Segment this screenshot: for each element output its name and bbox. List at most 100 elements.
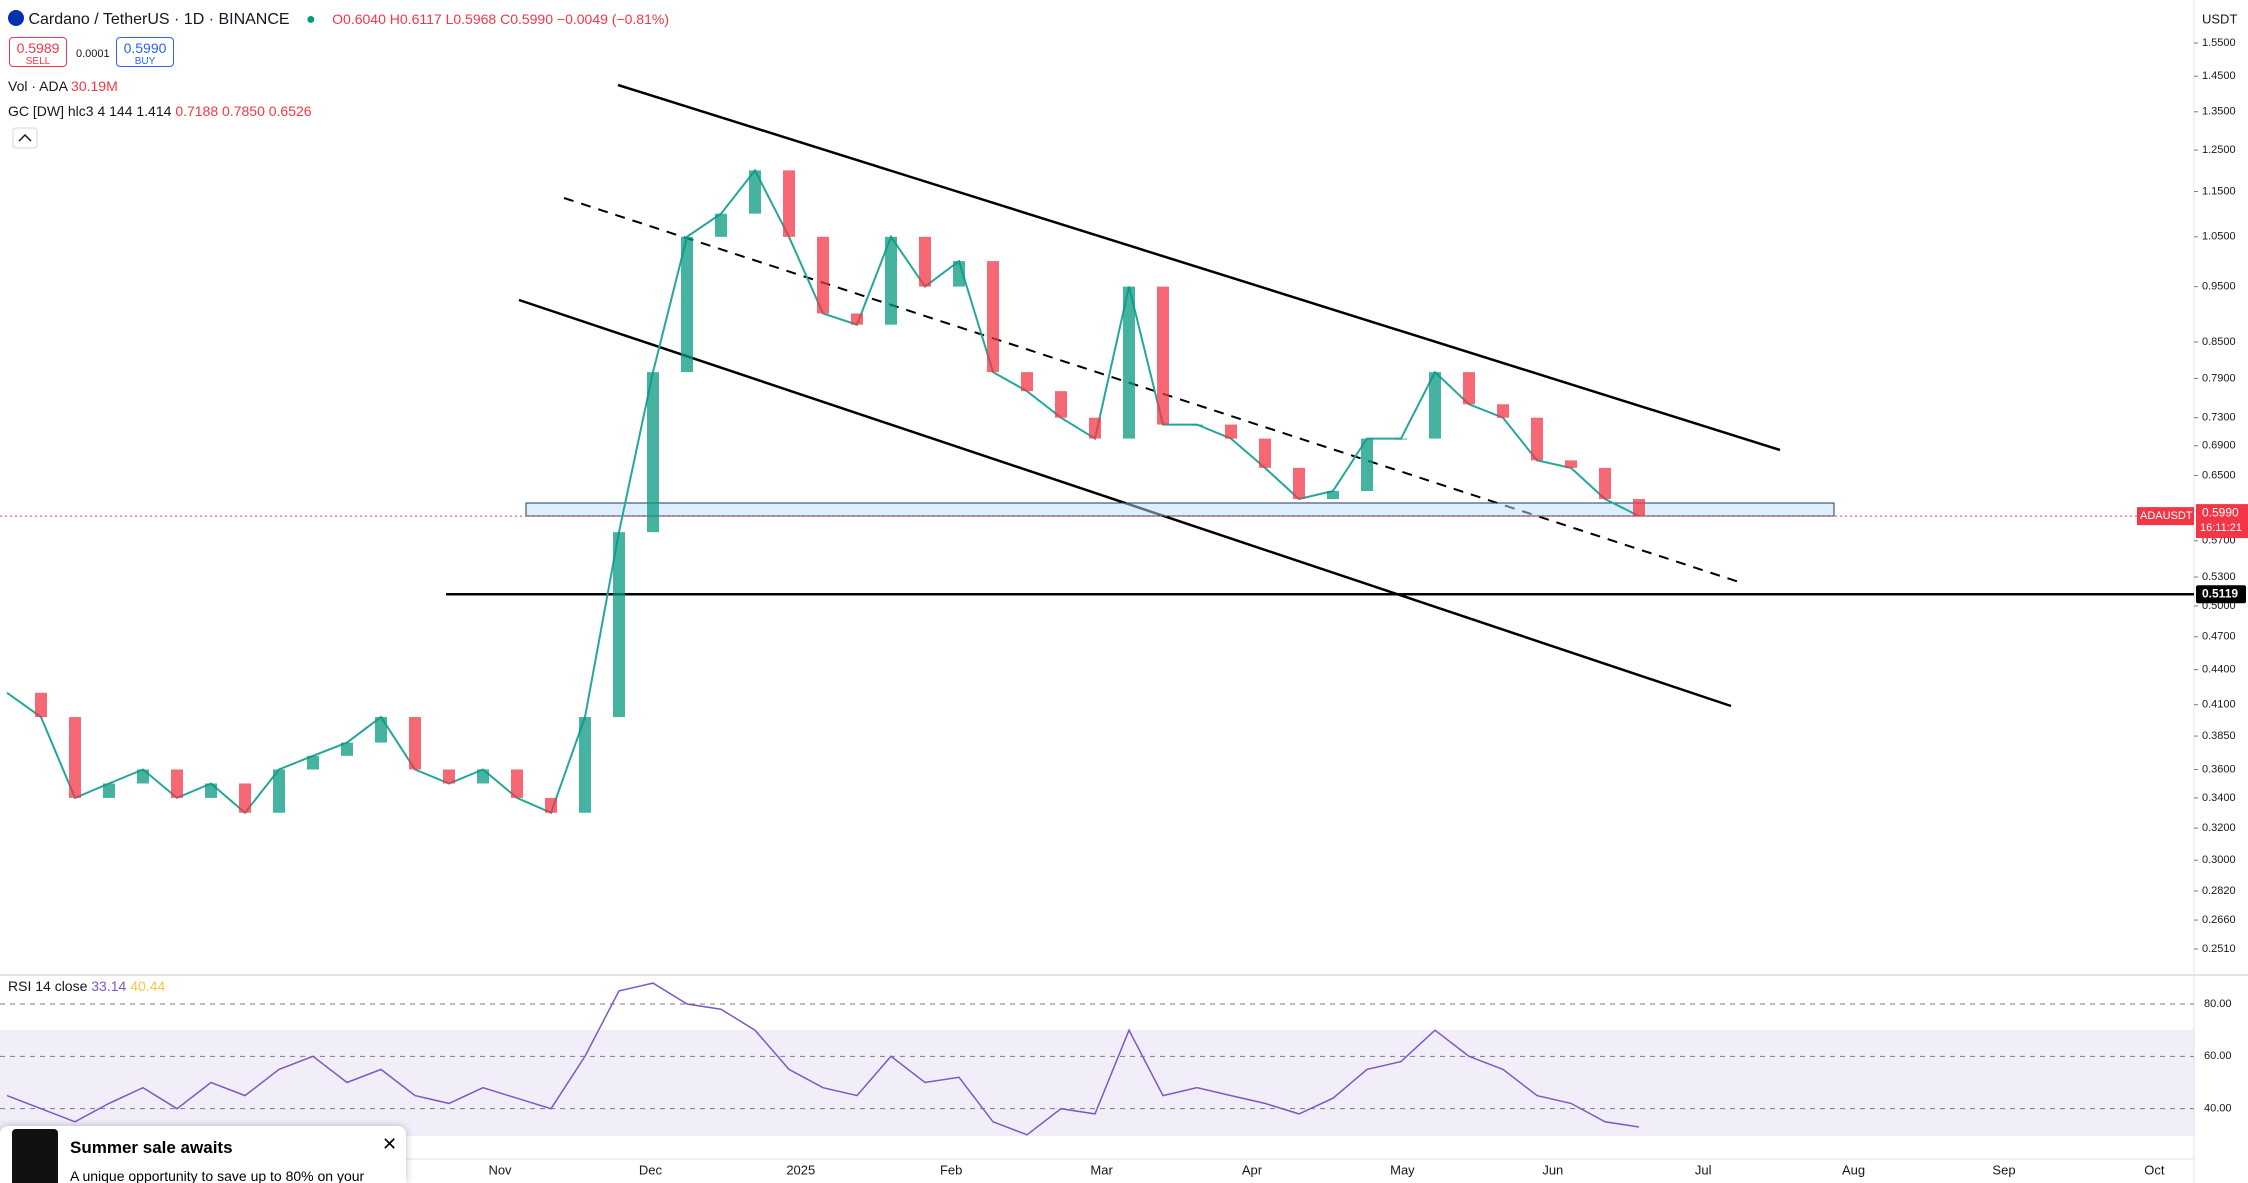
price-tick-label: 0.4700: [2202, 631, 2236, 643]
channel-upper: [617, 83, 1781, 452]
candle: [1361, 438, 1373, 492]
collapse-button[interactable]: [12, 127, 38, 149]
price-tick-label: 0.5300: [2202, 571, 2236, 583]
candle: [1565, 460, 1577, 468]
time-label: Oct: [2144, 1162, 2165, 1177]
candle: [341, 742, 353, 756]
rsi-band: [0, 1030, 2194, 1136]
gc-label: GC [DW] hlc3 4 144 1.414: [8, 103, 172, 119]
rsi-legend: RSI 14 close 33.14 40.44: [8, 978, 165, 994]
change: −0.0049 (−0.81%): [556, 11, 669, 27]
candle: [715, 213, 727, 237]
coin-icon: [8, 10, 24, 26]
high: H0.6117: [389, 11, 442, 27]
rsi-label: RSI 14 close: [8, 978, 88, 994]
promo-title: Summer sale awaits: [70, 1138, 233, 1157]
rsi-tick-label: 40.00: [2204, 1103, 2232, 1115]
candle: [273, 769, 285, 813]
candle: [545, 797, 557, 813]
time-label: Dec: [639, 1162, 663, 1177]
buy-label: BUY: [134, 56, 156, 67]
open: O0.6040: [332, 11, 386, 27]
price-tick-label: 0.2510: [2202, 943, 2236, 955]
sell-button[interactable]: 0.5989 SELL: [9, 37, 67, 67]
candle: [137, 769, 149, 784]
candle: [1599, 467, 1611, 499]
buy-button[interactable]: 0.5990 BUY: [116, 37, 174, 67]
sell-label: SELL: [25, 56, 51, 67]
level-tag: [2196, 585, 2246, 604]
buy-price: 0.5990: [123, 40, 167, 56]
candle: [579, 717, 591, 813]
candle: [851, 313, 863, 325]
candle: [953, 261, 965, 287]
candle: [409, 717, 421, 770]
price-tick-label: 0.9500: [2202, 281, 2236, 293]
time-label: May: [1390, 1162, 1415, 1177]
price-tick-label: 0.3850: [2202, 730, 2236, 742]
time-label: Feb: [940, 1162, 962, 1177]
candle: [817, 236, 829, 314]
rsi-value: 33.14: [91, 978, 127, 994]
symbol-title: Cardano / TetherUS · 1D · BINANCE ● O0.6…: [8, 10, 669, 29]
price-tick-label: 1.2500: [2202, 144, 2236, 156]
candle: [885, 236, 897, 325]
time-label: Nov: [488, 1162, 512, 1177]
candle: [1429, 372, 1441, 439]
candle: [1531, 417, 1543, 461]
price-tick-label: 0.2660: [2202, 914, 2236, 926]
price-tick-label: 1.3500: [2202, 106, 2236, 118]
gc-legend: GC [DW] hlc3 4 144 1.414 0.7188 0.7850 0…: [8, 103, 312, 119]
price-tick-label: 0.4400: [2202, 664, 2236, 676]
promo-popup[interactable]: Summer sale awaits A unique opportunity …: [0, 1126, 406, 1183]
promo-close[interactable]: ✕: [382, 1134, 398, 1154]
candle: [307, 755, 319, 770]
candle: [1395, 438, 1407, 440]
close: C0.5990: [500, 11, 554, 27]
candle: [1259, 438, 1271, 468]
candle: [613, 532, 625, 718]
gc-3: 0.6526: [268, 103, 312, 119]
symbol: Cardano / TetherUS · 1D · BINANCE: [28, 11, 290, 28]
last-symbol: ADAUSDT: [2140, 510, 2193, 522]
time-label: Apr: [1242, 1162, 1263, 1177]
low: L0.5968: [445, 11, 497, 27]
candle: [1293, 467, 1305, 499]
price-tick-label: 1.0500: [2202, 231, 2236, 243]
time-label: Aug: [1842, 1162, 1865, 1177]
price-tick-label: 0.3000: [2202, 854, 2236, 866]
price-tick-label: 0.3400: [2202, 792, 2236, 804]
candle: [171, 769, 183, 798]
price-tick-label: 0.7900: [2202, 372, 2236, 384]
candle: [375, 717, 387, 743]
candle: [1633, 498, 1645, 517]
spread: 0.0001: [76, 48, 110, 60]
price-tick-label: 1.1500: [2202, 185, 2236, 197]
rsi-ma-value: 40.44: [130, 978, 166, 994]
candle: [749, 170, 761, 214]
candle: [1225, 424, 1237, 439]
candle: [103, 783, 115, 798]
candle: [1021, 372, 1033, 392]
channel-mid: [563, 197, 1740, 583]
rsi-line: [6, 982, 1640, 1136]
candle: [205, 783, 217, 798]
candle: [443, 769, 455, 784]
promo-text: A unique opportunity to save up to 80% o…: [70, 1168, 365, 1183]
level-label: 0.5119: [2202, 586, 2238, 600]
price-tick-label: 0.6500: [2202, 469, 2236, 481]
price-tick-label: 0.8500: [2202, 336, 2236, 348]
rsi-tick-label: 80.00: [2204, 998, 2232, 1010]
price-tick-label: 1.4500: [2202, 70, 2236, 82]
candle: [35, 692, 47, 718]
candle: [1055, 391, 1067, 418]
time-label: Jul: [1695, 1162, 1712, 1177]
vol-label: Vol · ADA: [8, 78, 68, 94]
candle: [69, 717, 81, 798]
price-tick-label: 0.6900: [2202, 440, 2236, 452]
time-label: Sep: [1992, 1162, 2015, 1177]
price-tick-label: 0.7300: [2202, 412, 2236, 424]
price-tick-label: 1.5500: [2202, 37, 2236, 49]
